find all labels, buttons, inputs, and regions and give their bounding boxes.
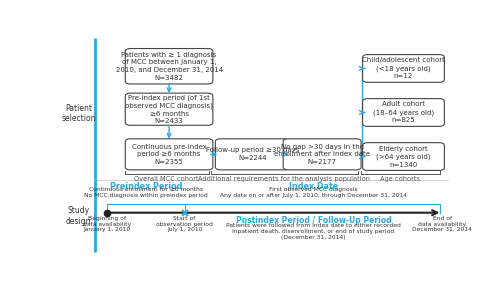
Text: Continuous enrollment for ≥6 months
No MCC diagnosis within preindex period: Continuous enrollment for ≥6 months No M… (84, 187, 208, 198)
Text: End of
data availability: End of data availability (418, 216, 467, 227)
Text: Patients were followed from index date to either recorded
inpatient death, disen: Patients were followed from index date t… (226, 223, 401, 240)
Text: Postindex Period / Follow-Up Period: Postindex Period / Follow-Up Period (236, 216, 392, 225)
FancyBboxPatch shape (126, 49, 213, 84)
Text: Preindex Period: Preindex Period (110, 182, 182, 191)
Text: Patient
selection: Patient selection (62, 104, 96, 123)
FancyBboxPatch shape (362, 99, 444, 126)
FancyBboxPatch shape (362, 55, 444, 82)
Text: Age cohorts: Age cohorts (380, 176, 420, 182)
Text: No gap >30 days in the
enrollment after index date
N=2177: No gap >30 days in the enrollment after … (274, 144, 370, 165)
Text: January 1, 2010: January 1, 2010 (84, 227, 130, 232)
Text: First observed MCC diagnosis
Any date on or after July 1, 2010, through December: First observed MCC diagnosis Any date on… (220, 187, 407, 198)
Text: Elderly cohort
(>64 years old)
n=1340: Elderly cohort (>64 years old) n=1340 (376, 146, 431, 168)
FancyBboxPatch shape (362, 143, 444, 170)
Text: Beginning of
data availability: Beginning of data availability (83, 216, 131, 227)
Text: Overall MCC cohort: Overall MCC cohort (134, 176, 199, 182)
FancyBboxPatch shape (126, 93, 213, 125)
Text: Study
design: Study design (66, 206, 92, 226)
Text: December 31, 2014: December 31, 2014 (412, 227, 472, 232)
Text: Adult cohort
(18–64 years old)
n=825: Adult cohort (18–64 years old) n=825 (373, 102, 434, 124)
Text: Start of
observation period: Start of observation period (156, 216, 213, 227)
Text: Patients with ≥ 1 diagnosis
of MCC between January 1,
2010, and December 31, 201: Patients with ≥ 1 diagnosis of MCC betwe… (116, 52, 222, 81)
FancyBboxPatch shape (283, 139, 361, 170)
FancyBboxPatch shape (126, 139, 213, 170)
FancyBboxPatch shape (216, 139, 290, 170)
Text: Child/adolescent cohort
(<18 years old)
n=12: Child/adolescent cohort (<18 years old) … (362, 57, 445, 80)
Text: Index Date: Index Date (289, 182, 338, 191)
Text: July 1, 2010: July 1, 2010 (167, 227, 202, 232)
Text: Follow-up period ≥30 days
N=2244: Follow-up period ≥30 days N=2244 (206, 148, 299, 161)
Text: Additional requirements for the analysis population: Additional requirements for the analysis… (198, 176, 370, 182)
Text: Pre-index period (of 1st
observed MCC diagnosis)
≥6 months
N=2433: Pre-index period (of 1st observed MCC di… (125, 94, 213, 124)
Text: Continuous pre-index
period ≥6 months
N=2355: Continuous pre-index period ≥6 months N=… (132, 144, 206, 165)
